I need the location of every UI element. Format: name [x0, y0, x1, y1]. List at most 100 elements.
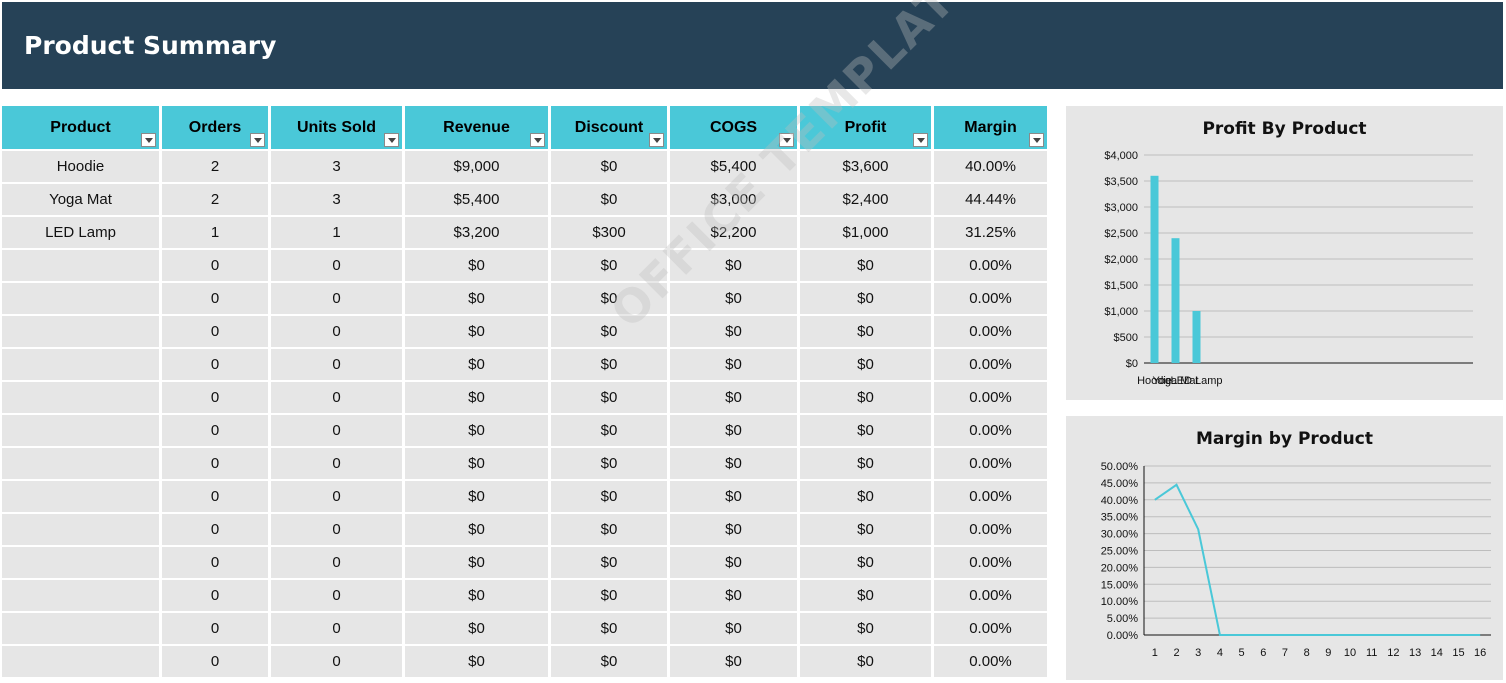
table-cell-profit[interactable]: $0 — [800, 382, 934, 415]
table-cell-cogs[interactable]: $0 — [670, 349, 800, 382]
table-cell-product[interactable] — [2, 250, 162, 283]
table-cell-units-sold[interactable]: 0 — [271, 415, 405, 448]
table-cell-profit[interactable]: $0 — [800, 415, 934, 448]
table-cell-units-sold[interactable]: 0 — [271, 580, 405, 613]
table-cell-profit[interactable]: $0 — [800, 481, 934, 514]
table-cell-profit[interactable]: $0 — [800, 514, 934, 547]
filter-dropdown-icon[interactable] — [141, 133, 156, 147]
table-cell-product[interactable]: Yoga Mat — [2, 184, 162, 217]
table-cell-product[interactable] — [2, 316, 162, 349]
table-cell-discount[interactable]: $0 — [551, 613, 670, 646]
table-cell-revenue[interactable]: $0 — [405, 514, 551, 547]
table-cell-discount[interactable]: $0 — [551, 415, 670, 448]
table-cell-revenue[interactable]: $3,200 — [405, 217, 551, 250]
table-cell-cogs[interactable]: $0 — [670, 316, 800, 349]
table-cell-cogs[interactable]: $0 — [670, 448, 800, 481]
table-cell-revenue[interactable]: $0 — [405, 547, 551, 580]
table-cell-margin[interactable]: 0.00% — [934, 349, 1050, 382]
table-cell-margin[interactable]: 0.00% — [934, 580, 1050, 613]
table-cell-margin[interactable]: 0.00% — [934, 481, 1050, 514]
table-cell-revenue[interactable]: $0 — [405, 316, 551, 349]
table-cell-units-sold[interactable]: 1 — [271, 217, 405, 250]
table-cell-orders[interactable]: 2 — [162, 151, 271, 184]
table-cell-units-sold[interactable]: 0 — [271, 547, 405, 580]
table-cell-profit[interactable]: $0 — [800, 646, 934, 679]
table-cell-margin[interactable]: 0.00% — [934, 514, 1050, 547]
table-cell-revenue[interactable]: $0 — [405, 415, 551, 448]
table-cell-orders[interactable]: 0 — [162, 250, 271, 283]
table-cell-product[interactable]: Hoodie — [2, 151, 162, 184]
table-cell-product[interactable] — [2, 613, 162, 646]
table-cell-discount[interactable]: $0 — [551, 349, 670, 382]
table-cell-orders[interactable]: 0 — [162, 349, 271, 382]
table-cell-cogs[interactable]: $0 — [670, 580, 800, 613]
table-cell-revenue[interactable]: $5,400 — [405, 184, 551, 217]
table-cell-profit[interactable]: $0 — [800, 613, 934, 646]
table-cell-revenue[interactable]: $0 — [405, 382, 551, 415]
table-cell-profit[interactable]: $0 — [800, 547, 934, 580]
table-cell-units-sold[interactable]: 0 — [271, 382, 405, 415]
table-cell-orders[interactable]: 0 — [162, 481, 271, 514]
table-cell-units-sold[interactable]: 0 — [271, 646, 405, 679]
table-cell-discount[interactable]: $300 — [551, 217, 670, 250]
table-cell-margin[interactable]: 31.25% — [934, 217, 1050, 250]
table-cell-margin[interactable]: 0.00% — [934, 547, 1050, 580]
table-cell-discount[interactable]: $0 — [551, 184, 670, 217]
table-cell-orders[interactable]: 0 — [162, 448, 271, 481]
table-cell-discount[interactable]: $0 — [551, 382, 670, 415]
table-cell-product[interactable] — [2, 349, 162, 382]
table-cell-margin[interactable]: 40.00% — [934, 151, 1050, 184]
table-cell-discount[interactable]: $0 — [551, 448, 670, 481]
table-cell-orders[interactable]: 0 — [162, 316, 271, 349]
table-cell-units-sold[interactable]: 0 — [271, 481, 405, 514]
table-cell-cogs[interactable]: $0 — [670, 382, 800, 415]
table-cell-margin[interactable]: 0.00% — [934, 283, 1050, 316]
table-cell-units-sold[interactable]: 3 — [271, 184, 405, 217]
table-cell-product[interactable] — [2, 547, 162, 580]
table-cell-orders[interactable]: 0 — [162, 382, 271, 415]
table-cell-orders[interactable]: 0 — [162, 646, 271, 679]
table-cell-units-sold[interactable]: 0 — [271, 316, 405, 349]
table-cell-margin[interactable]: 0.00% — [934, 382, 1050, 415]
table-cell-orders[interactable]: 0 — [162, 415, 271, 448]
table-cell-revenue[interactable]: $0 — [405, 349, 551, 382]
table-cell-orders[interactable]: 1 — [162, 217, 271, 250]
table-cell-cogs[interactable]: $2,200 — [670, 217, 800, 250]
table-cell-discount[interactable]: $0 — [551, 151, 670, 184]
filter-dropdown-icon[interactable] — [913, 133, 928, 147]
table-cell-units-sold[interactable]: 0 — [271, 448, 405, 481]
table-cell-profit[interactable]: $0 — [800, 283, 934, 316]
table-cell-product[interactable] — [2, 448, 162, 481]
filter-dropdown-icon[interactable] — [649, 133, 664, 147]
filter-dropdown-icon[interactable] — [530, 133, 545, 147]
table-cell-discount[interactable]: $0 — [551, 547, 670, 580]
table-cell-cogs[interactable]: $0 — [670, 415, 800, 448]
table-cell-revenue[interactable]: $0 — [405, 646, 551, 679]
table-cell-orders[interactable]: 0 — [162, 547, 271, 580]
table-cell-orders[interactable]: 0 — [162, 283, 271, 316]
table-cell-cogs[interactable]: $0 — [670, 250, 800, 283]
table-cell-revenue[interactable]: $0 — [405, 613, 551, 646]
table-cell-margin[interactable]: 0.00% — [934, 250, 1050, 283]
table-cell-cogs[interactable]: $0 — [670, 613, 800, 646]
table-cell-profit[interactable]: $1,000 — [800, 217, 934, 250]
table-cell-product[interactable] — [2, 283, 162, 316]
table-cell-profit[interactable]: $0 — [800, 580, 934, 613]
table-cell-orders[interactable]: 0 — [162, 514, 271, 547]
table-cell-units-sold[interactable]: 3 — [271, 151, 405, 184]
table-cell-discount[interactable]: $0 — [551, 514, 670, 547]
table-cell-product[interactable] — [2, 514, 162, 547]
table-cell-profit[interactable]: $0 — [800, 250, 934, 283]
table-cell-margin[interactable]: 0.00% — [934, 613, 1050, 646]
table-cell-profit[interactable]: $0 — [800, 316, 934, 349]
table-cell-cogs[interactable]: $0 — [670, 481, 800, 514]
table-cell-units-sold[interactable]: 0 — [271, 613, 405, 646]
table-cell-discount[interactable]: $0 — [551, 316, 670, 349]
table-cell-orders[interactable]: 0 — [162, 613, 271, 646]
table-cell-margin[interactable]: 0.00% — [934, 646, 1050, 679]
table-cell-discount[interactable]: $0 — [551, 646, 670, 679]
table-cell-product[interactable] — [2, 646, 162, 679]
table-cell-product[interactable] — [2, 580, 162, 613]
table-cell-profit[interactable]: $2,400 — [800, 184, 934, 217]
table-cell-discount[interactable]: $0 — [551, 481, 670, 514]
